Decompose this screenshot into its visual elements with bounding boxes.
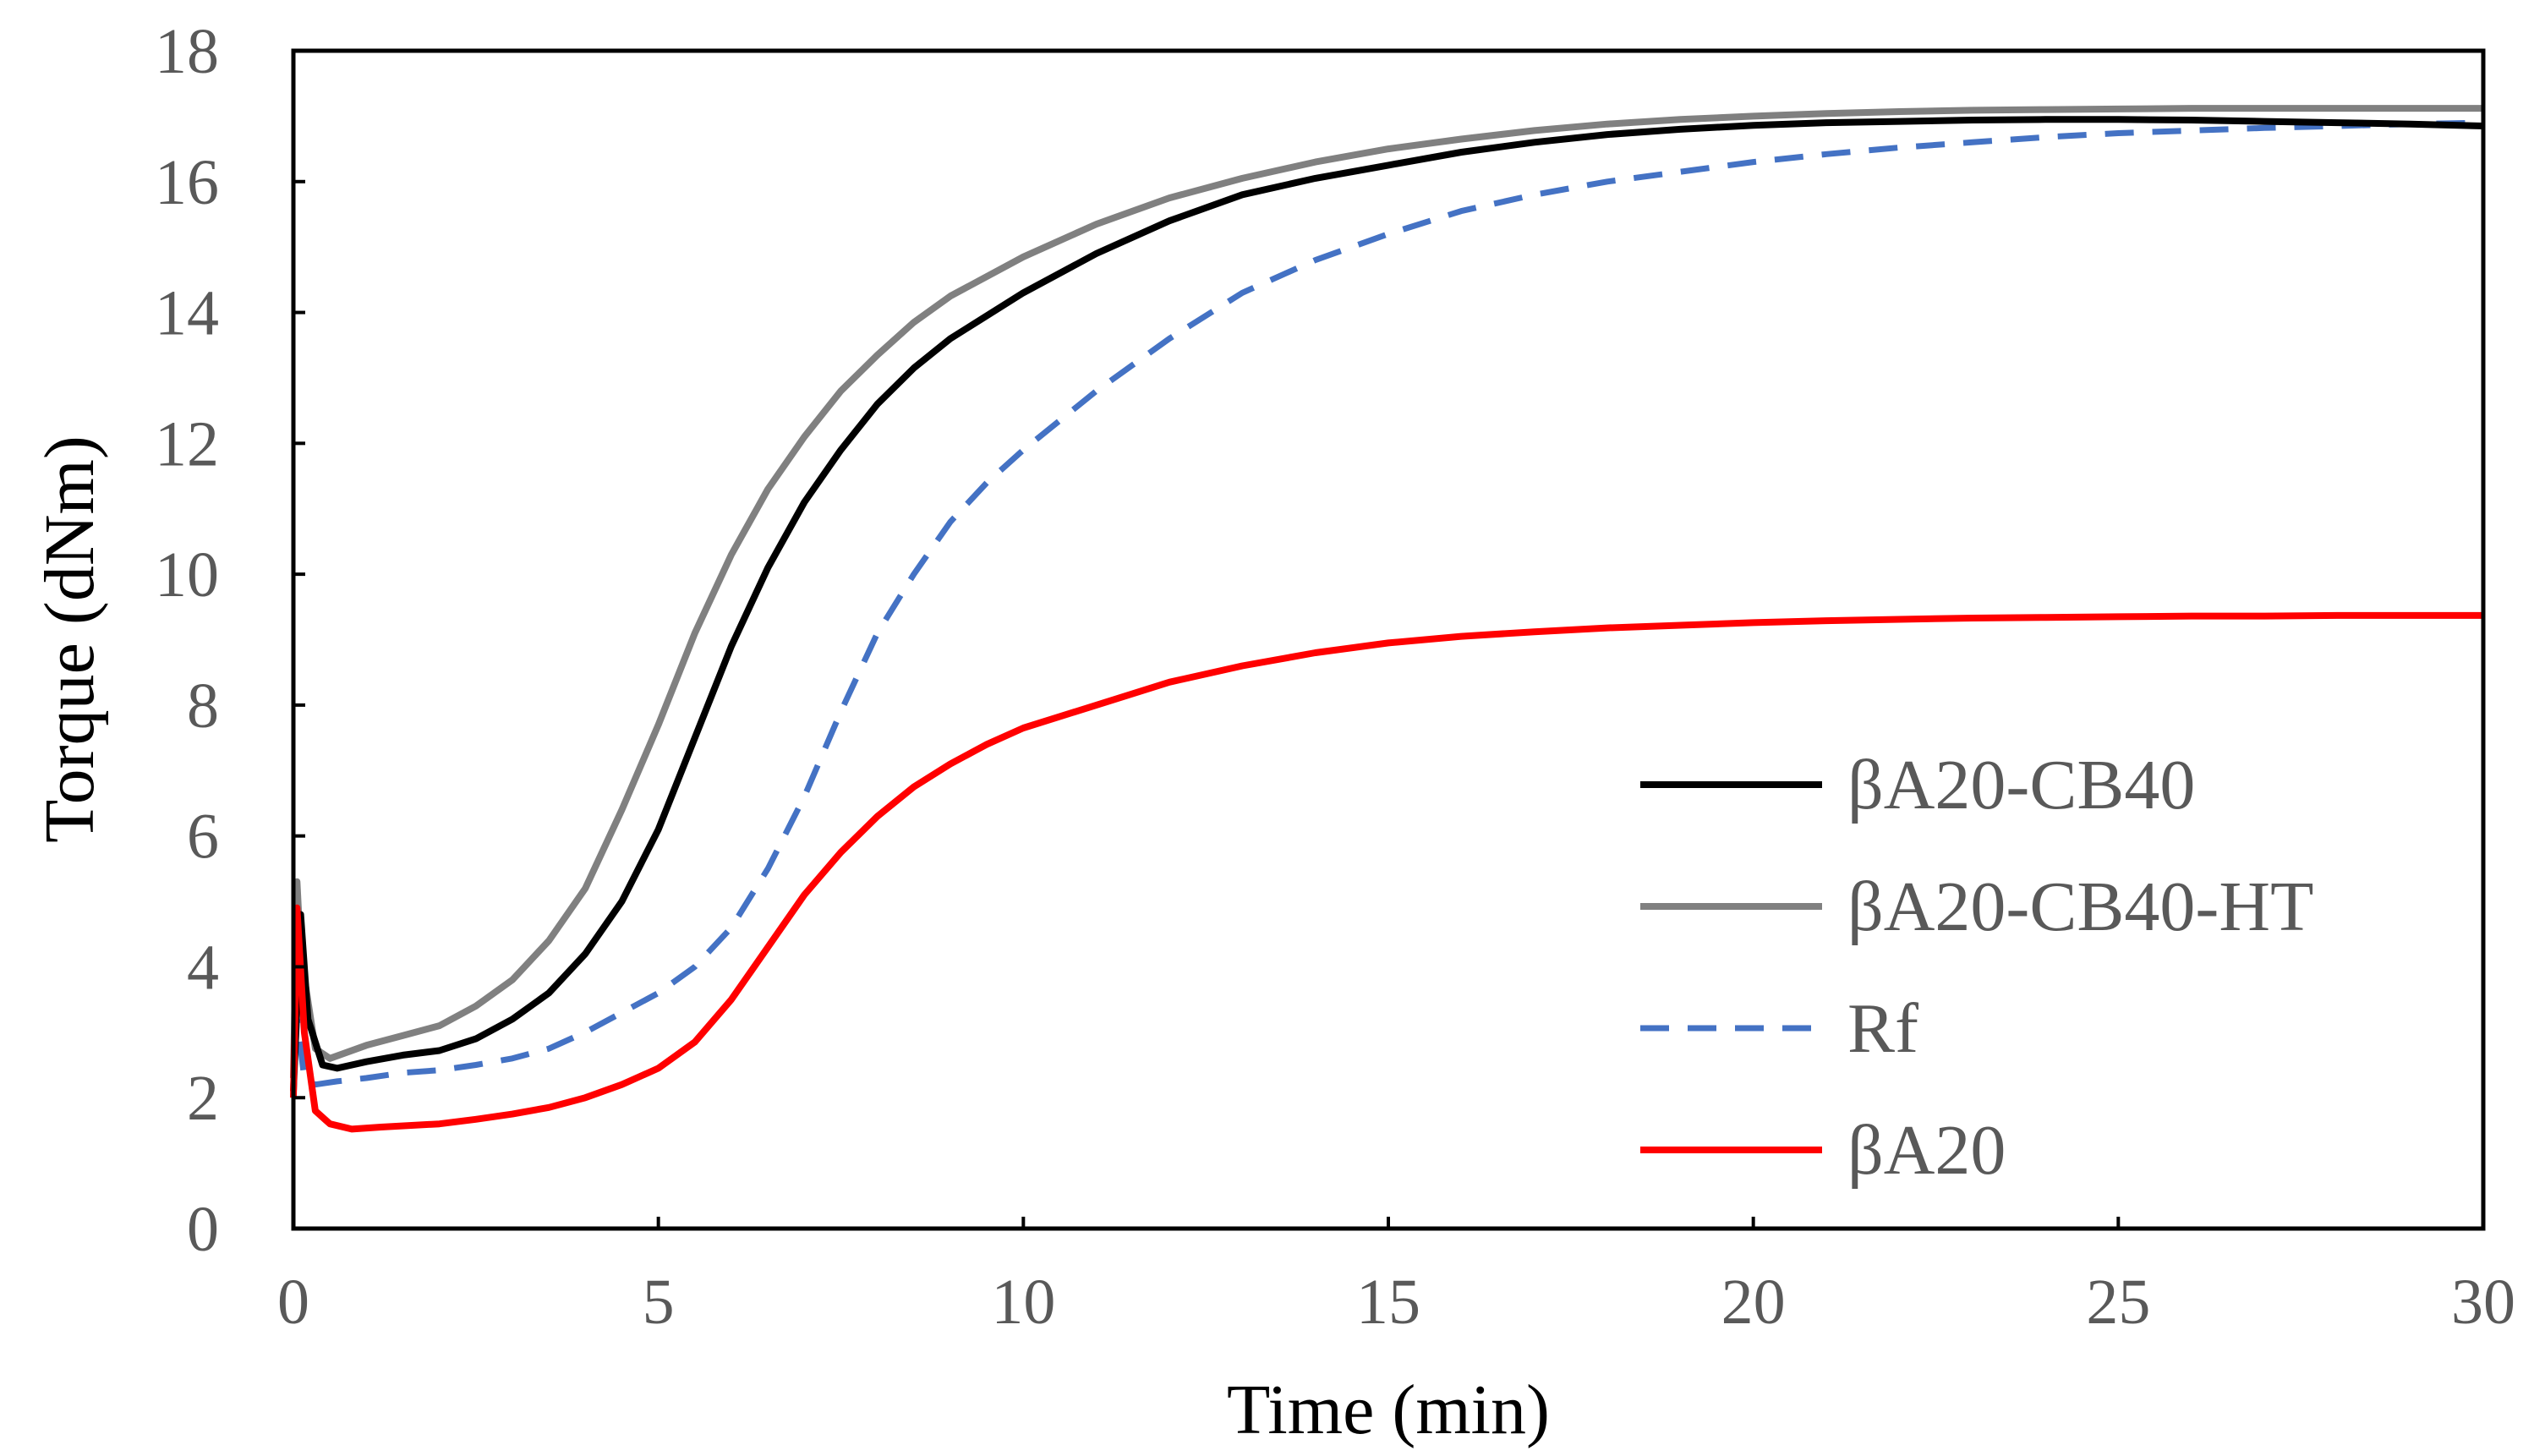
legend: βA20-CB40 βA20-CB40-HT Rf βA20 bbox=[1640, 746, 2313, 1190]
y-tick-label: 16 bbox=[155, 147, 219, 218]
legend-label-betaa20-cb40: βA20-CB40 bbox=[1847, 746, 2195, 824]
x-tick-label: 30 bbox=[2451, 1267, 2515, 1338]
x-tick-label: 5 bbox=[643, 1267, 675, 1338]
series-line-betaa20 bbox=[290, 611, 2483, 1133]
y-tick-label: 14 bbox=[155, 278, 219, 349]
x-tick-label: 25 bbox=[2086, 1267, 2150, 1338]
y-tick-label: 18 bbox=[155, 16, 219, 87]
series-layer bbox=[290, 105, 2484, 1133]
y-tick-label: 4 bbox=[187, 932, 219, 1003]
x-tick-label: 20 bbox=[1721, 1267, 1786, 1338]
legend-label-betaa20: βA20 bbox=[1847, 1111, 2006, 1190]
y-tick-label: 10 bbox=[155, 539, 219, 610]
y-tick-label: 12 bbox=[155, 408, 219, 479]
x-tick-label: 0 bbox=[277, 1267, 309, 1338]
series-line-betaa20-cb40 bbox=[290, 116, 2484, 1092]
series-line-rf bbox=[290, 119, 2484, 1092]
y-tick-label: 2 bbox=[187, 1063, 219, 1134]
legend-label-betaa20-cb40-ht: βA20-CB40-HT bbox=[1847, 868, 2313, 946]
series-line-betaa20-cb40-ht bbox=[290, 105, 2483, 1079]
y-tick-label: 6 bbox=[187, 802, 219, 873]
x-axis-title: Time (min) bbox=[1227, 1371, 1550, 1449]
tick-layer: 0 5 10 15 20 25 30 0 2 4 6 8 10 12 14 16 18 bbox=[155, 16, 2515, 1338]
y-tick-label: 8 bbox=[187, 671, 219, 742]
y-tick-label: 0 bbox=[187, 1194, 219, 1265]
x-tick-label: 10 bbox=[991, 1267, 1055, 1338]
legend-label-rf: Rf bbox=[1847, 989, 1918, 1068]
x-tick-label: 15 bbox=[1356, 1267, 1420, 1338]
y-axis-title: Torque (dNm) bbox=[30, 435, 109, 843]
